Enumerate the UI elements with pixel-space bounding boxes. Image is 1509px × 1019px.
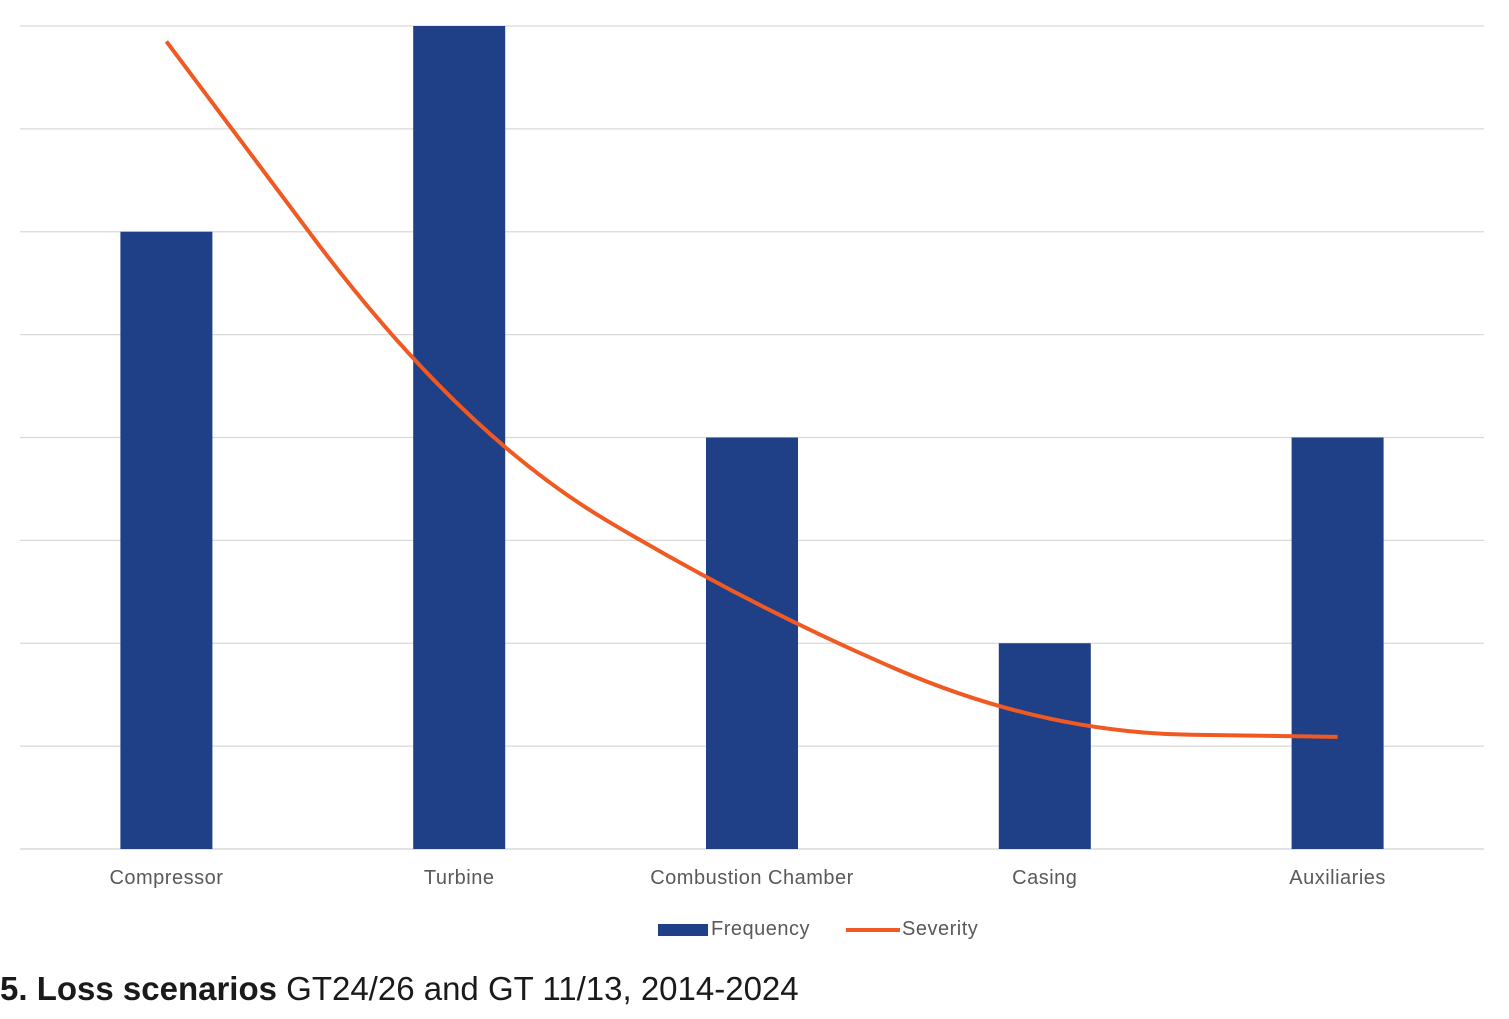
legend-severity-label: Severity [902,918,978,940]
bar-combustion-chamber [706,437,798,849]
x-tick-label-casing: Casing [1012,867,1077,889]
combo-chart: Compressor Turbine Combustion Chamber Casin… [20,25,1484,940]
frequency-bars [120,26,1384,849]
bar-casing [998,643,1091,849]
legend: Frequency Severity [658,918,978,940]
x-tick-label-combustion-chamber: Combustion Chamber [650,867,854,889]
severity-line [164,40,1338,739]
legend-frequency-swatch [658,924,708,936]
x-tick-label-turbine: Turbine [424,867,495,889]
x-tick-label-compressor: Compressor [109,867,223,889]
caption-title: 5. Loss scenarios [0,970,277,1007]
x-tick-label-auxiliaries: Auxiliaries [1289,867,1386,889]
x-axis-tick-labels: Compressor Turbine Combustion Chamber Casin… [109,867,1385,889]
bar-auxiliaries [1291,437,1384,849]
caption-text: GT24/26 and GT 11/13, 2014-2024 [276,970,799,1007]
bar-compressor [120,231,213,849]
severity-line-series [164,40,1338,739]
bar-turbine [413,26,506,849]
figure-caption: 5. Loss scenarios GT24/26 and GT 11/13, … [0,972,799,1005]
legend-frequency-label: Frequency [711,918,810,940]
